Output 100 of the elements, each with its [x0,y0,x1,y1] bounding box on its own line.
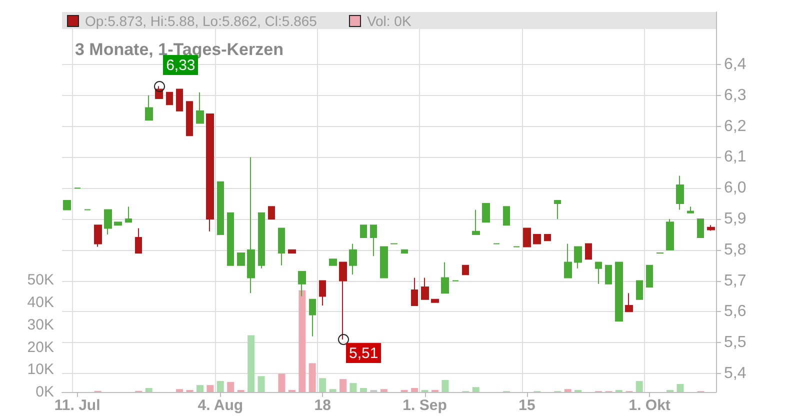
candlestick [676,175,684,210]
bar [248,335,255,392]
candlestick [370,224,377,257]
bar [442,380,449,392]
y2-tick-label: 0K [36,384,54,400]
candlestick [687,206,694,214]
candlestick [431,298,439,303]
annotation: 6,33 [163,55,198,76]
candlestick [217,181,224,235]
x-tick-label: 4. Aug [198,397,244,414]
y2-tick-label: 50K [27,272,54,289]
candlestick [145,94,153,121]
candlestick [360,224,367,238]
bar [258,376,265,392]
bar [227,382,234,392]
candlestick [206,113,214,232]
candlestick [523,228,531,248]
candlestick [114,222,122,226]
candlestick [462,264,469,276]
candlestick [309,298,316,337]
candlestick [574,246,582,269]
y-tick-label: 6,0 [724,180,746,197]
bar [340,379,347,392]
bar [278,374,286,392]
candlestick [646,264,653,288]
bar [319,378,326,392]
y-tick-label: 5,7 [724,272,746,290]
candlestick [176,88,183,112]
bar [145,388,152,392]
y-tick-label: 6,4 [724,56,746,74]
bar [298,290,306,392]
bar [472,387,480,392]
bar [329,389,336,392]
annotation: Op:5.873, Hi:5.88, Lo:5.862, Cl:5.865 [85,12,317,28]
candlestick [237,252,245,266]
candlestick [278,228,285,266]
candlestick [349,243,357,276]
x-tick-label: 15 [518,397,536,414]
candlestick [441,262,449,294]
bar [206,385,214,392]
candlestick [697,218,704,238]
bar [411,388,418,392]
x-tick-label: 11. Jul [54,397,100,414]
bar [176,389,184,392]
x-tick-label: 1. Okt [628,397,670,414]
candlestick [544,234,551,242]
candlestick [421,277,429,300]
annotation: 5,51 [346,343,382,364]
y-tick-label: 6,2 [724,118,746,135]
candlestick [135,228,142,254]
bar [196,385,204,392]
candlestick [380,246,388,278]
candlestick [554,200,561,220]
candlestick [94,224,102,248]
bar [308,363,316,392]
candlestick [319,280,326,306]
x-tick-label: 1. Sep [402,397,447,414]
candlestick [268,206,275,220]
y2-tick-label: 40K [27,294,54,312]
candlestick [533,234,541,244]
candlestick [63,200,71,210]
candlestick [401,249,408,254]
candlestick [339,262,347,340]
y-tick-label: 5,5 [724,334,746,352]
bar [380,389,388,392]
x-tick-label: 18 [314,397,331,414]
y2-tick-label: 10K [27,361,54,378]
y2-tick-label: 20K [27,338,54,356]
candlestick [666,218,674,250]
bar [360,388,367,392]
bar [676,384,684,392]
bar [636,381,643,392]
candlestick [482,203,490,223]
bar [216,381,224,392]
candlestick [605,264,612,284]
candlestick [585,243,592,260]
bar [350,383,357,392]
candlestick [104,209,112,235]
y-tick-label: 5,4 [724,364,746,382]
y-tick-label: 5,9 [724,210,746,228]
candlestick [329,258,337,266]
candlestick [411,277,418,306]
candlestick [503,206,510,226]
candlestick [636,280,643,300]
candlestick [227,212,234,266]
y-tick-label: 6,3 [724,86,746,104]
candlestick [707,224,715,232]
candlestick [196,92,204,124]
y-tick-label: 6,1 [724,148,746,166]
candlestick [472,209,480,235]
y2-tick-label: 30K [27,316,54,334]
candlestick [298,271,306,297]
candlestick [258,212,265,269]
y-tick-label: 5,8 [724,241,746,258]
candlestick [595,262,602,284]
annotation: Vol: 0K [366,12,412,28]
candlestick [615,262,623,322]
candlestick [625,292,633,312]
candlestick [564,243,572,278]
candlestick [125,206,132,223]
